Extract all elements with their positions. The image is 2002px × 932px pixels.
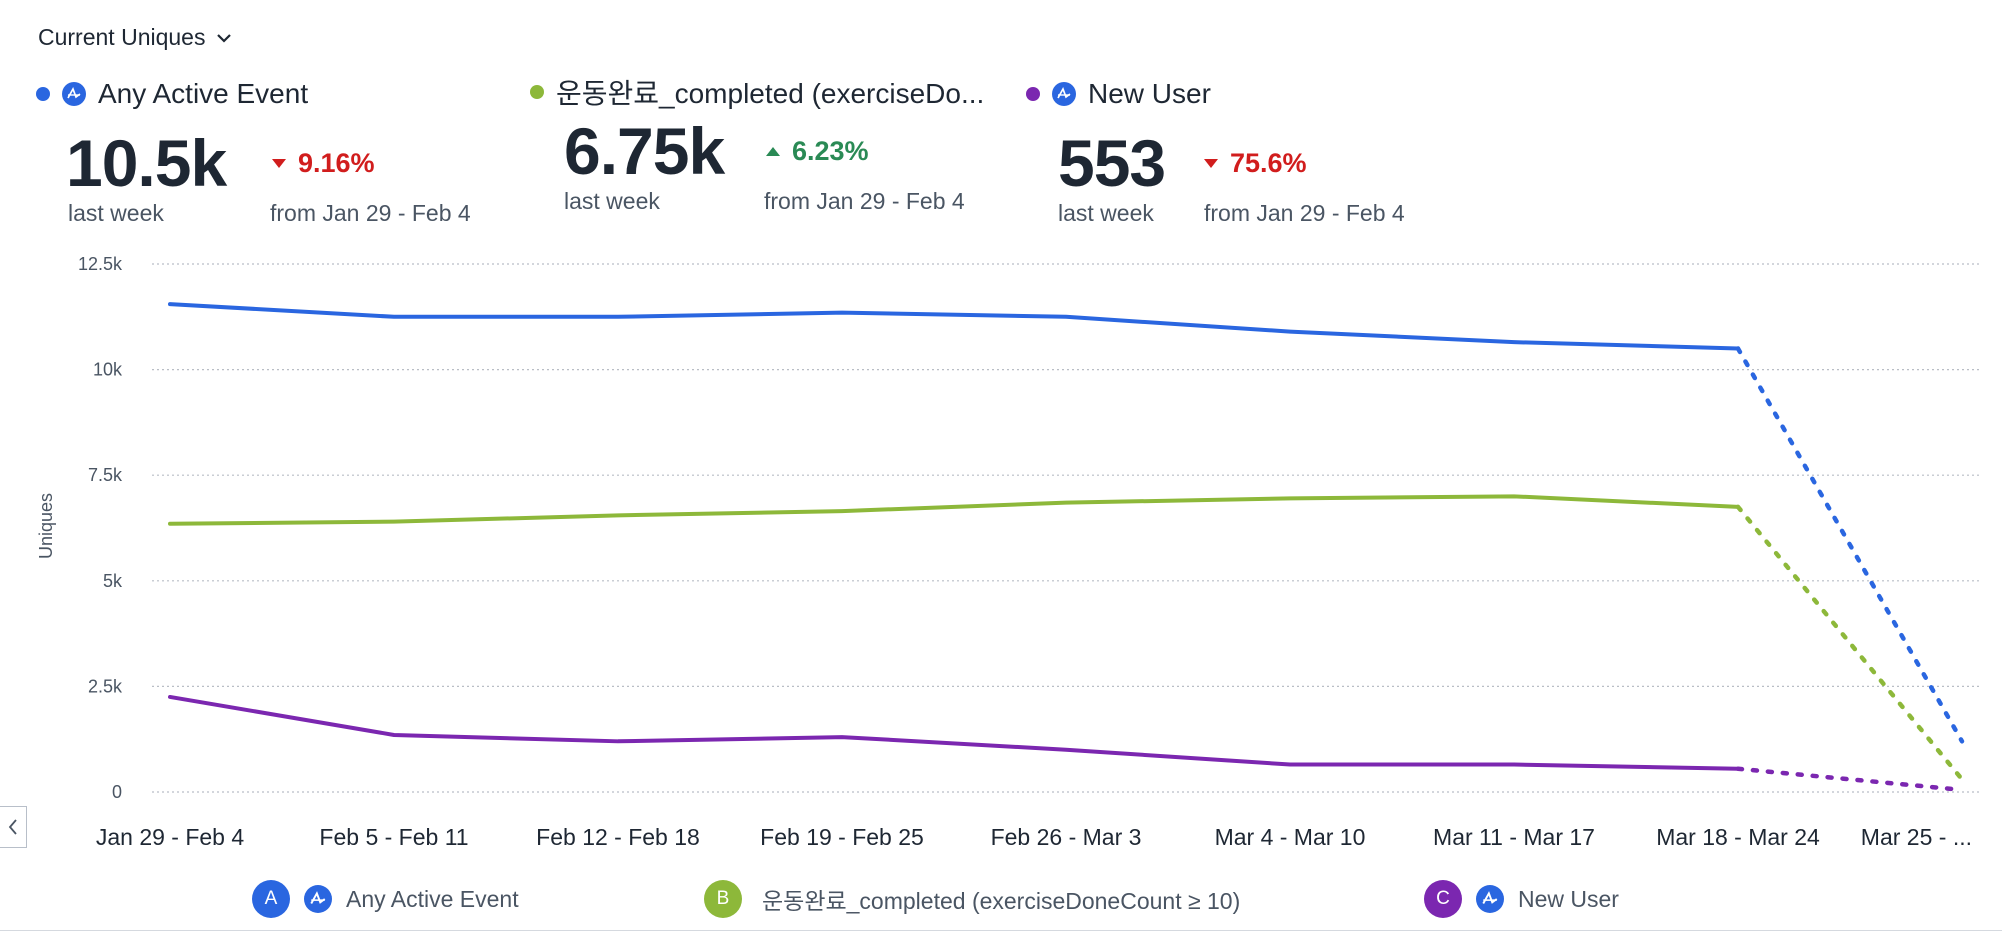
x-tick-label: Feb 19 - Feb 25	[760, 824, 924, 850]
y-tick-label: 5k	[103, 571, 123, 591]
chevron-down-icon	[217, 33, 232, 43]
y-axis-label: Uniques	[36, 493, 56, 559]
kpi-delta: 9.16%	[272, 148, 375, 179]
kpi-delta-value: 75.6%	[1230, 148, 1307, 178]
down-arrow-icon	[1204, 159, 1218, 168]
x-tick-label: Feb 12 - Feb 18	[536, 824, 700, 850]
y-tick-label: 12.5k	[78, 254, 123, 274]
x-tick-label: Mar 11 - Mar 17	[1433, 824, 1595, 850]
x-tick-label: Feb 26 - Mar 3	[991, 824, 1142, 850]
amplitude-event-icon	[62, 82, 86, 106]
kpi-compare-period: from Jan 29 - Feb 4	[1204, 200, 1405, 226]
bottom-divider	[0, 930, 2002, 931]
series-color-dot	[1026, 87, 1040, 101]
legend-item-a[interactable]: A Any Active Event	[252, 880, 519, 918]
kpi-value: 553	[1058, 126, 1166, 200]
series-incomplete-line-1[interactable]	[1735, 346, 1965, 744]
kpi-period: last week	[564, 188, 660, 214]
x-tick-label: Mar 18 - Mar 24	[1656, 824, 1820, 850]
x-tick-label: Jan 29 - Feb 4	[96, 824, 245, 850]
series-line-1[interactable]	[168, 302, 1740, 351]
kpi-compare-period: from Jan 29 - Feb 4	[270, 200, 471, 226]
kpi-period: last week	[1058, 200, 1154, 226]
x-tick-label: Mar 25 - ...	[1861, 824, 1972, 850]
series-color-dot	[530, 85, 544, 99]
amplitude-event-icon	[304, 885, 332, 913]
kpi-compare-period: from Jan 29 - Feb 4	[764, 188, 965, 214]
up-arrow-icon	[766, 147, 780, 156]
kpi-title: 운동완료_completed (exerciseDo...	[556, 78, 985, 109]
series-line-2[interactable]	[168, 494, 1740, 526]
x-tick-label: Feb 5 - Feb 11	[319, 824, 468, 850]
series-line-3[interactable]	[168, 694, 1740, 771]
kpi-value: 6.75k	[564, 114, 725, 188]
legend-badge: B	[704, 880, 742, 918]
legend-label: Any Active Event	[346, 885, 519, 912]
kpi-period: last week	[68, 200, 164, 226]
y-tick-label: 2.5k	[88, 676, 123, 696]
kpi-delta-value: 6.23%	[792, 136, 869, 166]
kpi-delta: 75.6%	[1204, 148, 1307, 179]
uniques-line-chart: 0 2.5k 5k 7.5k 10k 12.5k Jan 29 - Feb 4 Feb 5 …	[36, 254, 1982, 850]
kpi-exercise-completed: 운동완료_completed (exerciseDo... 6.75k last…	[530, 72, 1010, 232]
legend-item-c[interactable]: C New User	[1424, 880, 1619, 918]
amplitude-event-icon	[1052, 82, 1076, 106]
legend-badge: A	[252, 880, 290, 918]
y-tick-label: 7.5k	[88, 465, 123, 485]
legend-label: 운동완료_completed (exerciseDoneCount ≥ 10)	[762, 888, 1241, 914]
kpi-title: Any Active Event	[98, 78, 309, 109]
series-incomplete-line-2[interactable]	[1735, 504, 1965, 782]
kpi-value: 10.5k	[66, 126, 227, 200]
series-color-dot	[36, 87, 50, 101]
legend-badge: C	[1424, 880, 1462, 918]
series-incomplete-line-3[interactable]	[1735, 766, 1965, 793]
y-tick-label: 10k	[93, 360, 123, 380]
legend-item-b[interactable]: B 운동완료_completed (exerciseDoneCount ≥ 10…	[704, 880, 1240, 918]
scroll-left-button[interactable]	[0, 806, 27, 848]
metric-selector-label: Current Uniques	[38, 24, 206, 50]
kpi-delta-value: 9.16%	[298, 148, 375, 178]
kpi-any-active-event: Any Active Event 10.5k last week 9.16% f…	[36, 78, 496, 238]
down-arrow-icon	[272, 159, 286, 168]
metric-selector[interactable]: Current Uniques	[38, 24, 233, 51]
amplitude-event-icon	[1476, 885, 1504, 913]
kpi-new-user: New User 553 last week 75.6% from Jan 29…	[1026, 78, 1446, 238]
x-tick-label: Mar 4 - Mar 10	[1215, 824, 1366, 850]
chevron-left-icon	[8, 819, 17, 835]
y-tick-label: 0	[112, 782, 122, 802]
legend-label: New User	[1518, 885, 1619, 912]
kpi-delta: 6.23%	[766, 136, 869, 167]
kpi-title: New User	[1088, 78, 1211, 109]
